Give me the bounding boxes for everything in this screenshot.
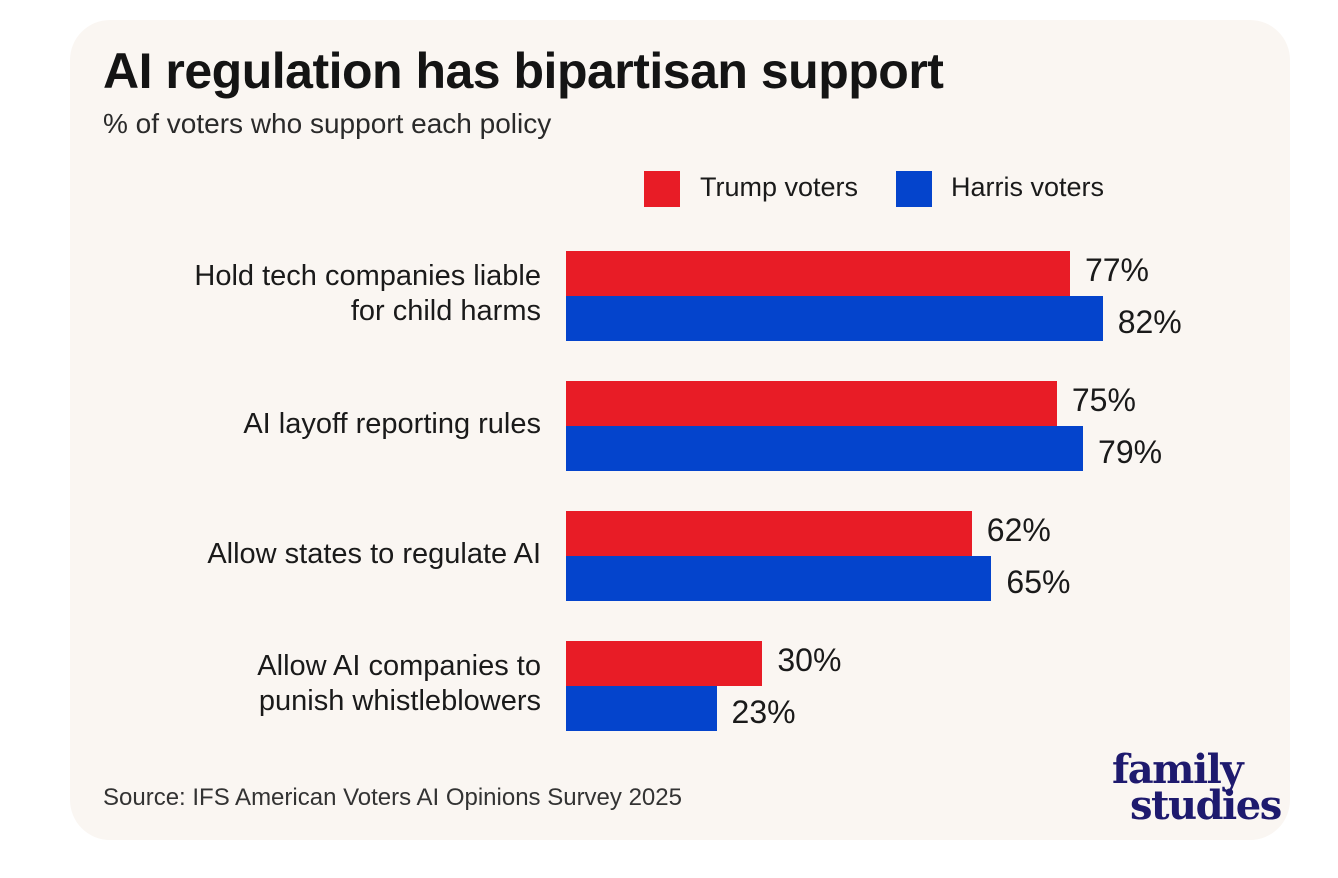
legend-swatch-harris [896,171,932,207]
category-label: Allow AI companies to punish whistleblow… [257,650,541,717]
bar-harris [566,296,1103,341]
bar-trump [566,511,972,556]
value-label: 79% [1098,434,1163,470]
value-label: 77% [1084,252,1149,288]
legend-label-trump: Trump voters [700,172,859,202]
bar-trump [566,641,763,686]
bar-trump [566,251,1070,296]
logo-line1: family [1112,746,1244,793]
chart-title: AI regulation has bipartisan support [103,43,944,99]
source-note: Source: IFS American Voters AI Opinions … [103,784,682,811]
logo-line2: studies [1130,782,1282,829]
legend-swatch-trump [644,171,680,207]
bar-harris [566,686,717,731]
value-label: 82% [1117,304,1182,340]
category-label: Allow states to regulate AI [207,537,541,570]
family-studies-logo: family studies [1112,746,1282,829]
bar-trump [566,381,1057,426]
bar-harris [566,556,992,601]
legend-label-harris: Harris voters [951,172,1105,202]
bar-harris [566,426,1084,471]
category-label: Hold tech companies liable for child har… [194,260,541,327]
value-label: 23% [731,694,796,730]
value-label: 65% [1006,564,1071,600]
value-label: 30% [777,642,842,678]
category-label: AI layoff reporting rules [243,407,541,440]
chart-subtitle: % of voters who support each policy [103,108,552,139]
value-label: 75% [1071,382,1136,418]
value-label: 62% [986,512,1051,548]
